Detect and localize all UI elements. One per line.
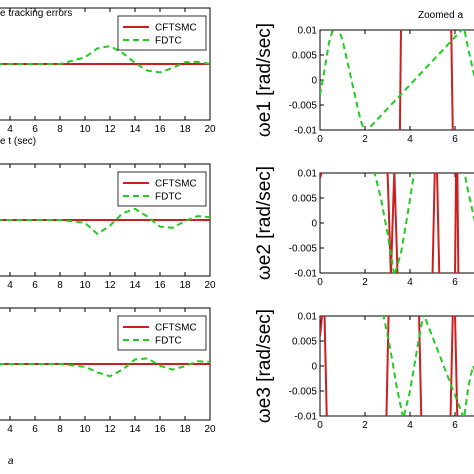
legend-label-cftsmc: CFTSMC [155,179,197,190]
legend-box [117,171,207,207]
x-tick-label: 16 [154,124,166,135]
legend-label-cftsmc: CFTSMC [155,23,197,34]
legend-label-fdtc: FDTC [155,192,182,203]
x-axis-label: e t (sec) [0,136,36,147]
subplot-1: 4 6 8 10 12 14 16 18 20 CFTSMC FDTC e tracking erro… [0,7,216,147]
x-tick-label: 10 [79,424,91,435]
x-tick-label: 12 [104,424,116,435]
y-tick-label: -0.01 [294,126,317,137]
series-fdtc-line [0,45,210,74]
x-tick-label: 16 [154,424,166,435]
series-fdtc-line [0,357,210,378]
y-tick-label: -0.01 [294,269,317,280]
x-tick-label: 6 [452,134,458,145]
x-tick-label: 4 [407,420,413,431]
plot-frame [319,315,474,417]
series-fdtc-line [320,30,474,130]
y-tick-label: -0.005 [289,101,318,112]
y-tick-label: -0.005 [289,387,318,398]
x-tick-label: 2 [362,277,368,288]
subplot-2: 4 6 8 10 12 14 16 18 20 CFTSMC FDTC [0,163,216,291]
legend-label-fdtc: FDTC [155,336,182,347]
figure-label: a [8,456,14,467]
x-tick-label: 14 [129,424,141,435]
x-tick-label: 14 [129,124,141,135]
x-tick-label: 12 [104,124,116,135]
x-tick-label: 10 [79,280,91,291]
legend-box [117,15,207,51]
y-tick-label: -0.005 [289,244,318,255]
x-tick-label: 20 [204,280,216,291]
x-tick-label: 20 [204,424,216,435]
x-tick-label: 8 [57,280,63,291]
x-tick-label: 16 [154,280,166,291]
x-tick-label: 18 [179,424,191,435]
subplot-title: Zoomed a [418,10,463,21]
x-tick-label: 18 [179,124,191,135]
y-axis-label: ωe1 [rad/sec] [254,23,275,137]
y-tick-label: 0 [311,219,317,230]
x-tick-label: 4 [7,424,13,435]
series-cftsmc-line [320,173,460,273]
x-tick-label: 4 [7,124,13,135]
x-tick-label: 4 [407,277,413,288]
y-tick-label: 0 [311,76,317,87]
x-tick-label: 20 [204,124,216,135]
y-axis-label: ωe3 [rad/sec] [254,309,275,423]
x-tick-label: 6 [32,124,38,135]
series-fdtc-line [0,207,210,236]
x-tick-label: 18 [179,280,191,291]
plot-frame [319,29,474,131]
y-axis-label: ωe2 [rad/sec] [254,166,275,280]
subplot-3: 4 6 8 10 12 14 16 18 20 CFTSMC FDTC [0,307,216,435]
x-tick-label: 0 [317,134,323,145]
x-tick-label: 0 [317,277,323,288]
subplot-5: 0 2 4 6 -0.01 -0.005 0 0.005 0.01 ωe2 [rad/sec] [254,166,474,288]
x-tick-label: 8 [57,124,63,135]
subplot-6: 0 2 4 6 -0.01 -0.005 0 0.005 0.01 ωe3 [rad/sec] [254,309,474,431]
x-tick-label: 4 [407,134,413,145]
x-tick-label: 6 [452,420,458,431]
y-tick-label: 0.005 [292,51,317,62]
y-tick-label: 0.01 [298,312,318,323]
y-tick-label: -0.01 [294,412,317,423]
x-tick-label: 10 [79,124,91,135]
x-tick-label: 12 [104,280,116,291]
legend-box [117,315,207,351]
legend-label-cftsmc: CFTSMC [155,323,197,334]
x-tick-label: 8 [57,424,63,435]
series-cftsmc-line [398,30,454,130]
y-tick-label: 0.01 [298,169,318,180]
x-tick-label: 14 [129,280,141,291]
x-tick-label: 2 [362,134,368,145]
x-tick-label: 6 [32,280,38,291]
x-tick-label: 0 [317,420,323,431]
legend-label-fdtc: FDTC [155,36,182,47]
subplot-title: e tracking errors [0,8,72,19]
x-tick-label: 6 [32,424,38,435]
subplot-4: 0 2 4 6 -0.01 -0.005 0 0.005 0.01 Zoomed a ωe1 [ra… [254,10,474,145]
y-tick-label: 0.005 [292,194,317,205]
x-tick-label: 2 [362,420,368,431]
x-tick-label: 6 [452,277,458,288]
y-tick-label: 0.005 [292,337,317,348]
x-tick-label: 4 [7,280,13,291]
series-fdtc-line [373,173,474,273]
y-tick-label: 0 [311,362,317,373]
y-tick-label: 0.01 [298,26,318,37]
